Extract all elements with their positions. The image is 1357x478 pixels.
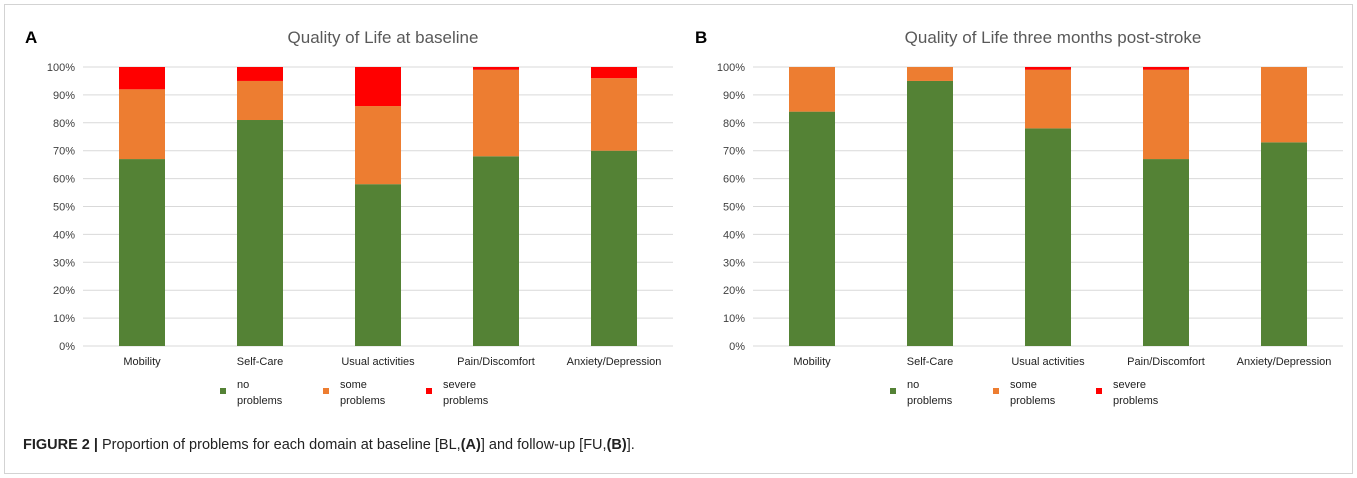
y-tick-label: 30% xyxy=(53,257,75,269)
bar-segment-no-problems xyxy=(591,150,637,346)
chart-svg: A Quality of Life at baseline 0% 10% 20% 30% 4… xyxy=(25,28,673,407)
x-tick-label: Mobility xyxy=(123,356,161,368)
caption-label: FIGURE 2 | xyxy=(23,437,98,453)
y-tick-label: 40% xyxy=(53,229,75,241)
bar-segment-severe-problems xyxy=(591,67,637,79)
legend-label: no xyxy=(907,379,919,391)
y-tick-label: 70% xyxy=(723,146,745,158)
bar-segment-no-problems xyxy=(1261,142,1307,346)
bar-segment-severe-problems xyxy=(355,67,401,107)
panel-a-chart: A Quality of Life at baseline 0% 10% 20% 30% 4… xyxy=(23,15,683,415)
y-tick-label: 50% xyxy=(723,202,745,214)
bar-segment-no-problems xyxy=(907,80,953,346)
bar-segment-no-problems xyxy=(789,111,835,346)
legend-label: severe xyxy=(443,379,476,391)
bar-segment-severe-problems xyxy=(119,67,165,90)
bar-segment-some-problems xyxy=(355,106,401,185)
y-tick-label: 20% xyxy=(53,285,75,297)
bar-segment-some-problems xyxy=(907,67,953,81)
caption-text-1: Proportion of problems for each domain a… xyxy=(97,437,461,453)
bar-segment-some-problems xyxy=(591,78,637,151)
bar-segment-some-problems xyxy=(237,80,283,121)
y-tick-label: 0% xyxy=(59,341,75,353)
bar-segment-some-problems xyxy=(1261,67,1307,143)
y-tick-label: 20% xyxy=(723,285,745,297)
y-tick-label: 90% xyxy=(723,90,745,102)
x-tick-label: Self-Care xyxy=(237,356,283,368)
y-tick-label: 100% xyxy=(717,62,745,74)
bar-segment-some-problems xyxy=(1025,69,1071,129)
x-tick-label: Anxiety/Depression xyxy=(1237,356,1332,368)
figure-frame: A Quality of Life at baseline 0% 10% 20% 30% 4… xyxy=(4,4,1353,474)
y-tick-label: 40% xyxy=(723,229,745,241)
x-tick-label: Pain/Discomfort xyxy=(457,356,535,368)
legend-label: problems xyxy=(443,395,489,407)
legend-label: problems xyxy=(340,395,386,407)
bar-segment-severe-problems xyxy=(1143,67,1189,70)
legend-label: some xyxy=(1010,379,1037,391)
y-tick-label: 100% xyxy=(47,62,75,74)
bar-segment-some-problems xyxy=(473,69,519,157)
chart-title: Quality of Life three months post-stroke xyxy=(905,28,1202,47)
y-tick-label: 80% xyxy=(53,118,75,130)
y-tick-label: 90% xyxy=(53,90,75,102)
bar-segment-no-problems xyxy=(1025,128,1071,346)
legend-swatch xyxy=(220,388,226,394)
y-tick-label: 60% xyxy=(723,174,745,186)
y-tick-label: 10% xyxy=(723,313,745,325)
bar-segment-no-problems xyxy=(355,184,401,346)
x-tick-label: Pain/Discomfort xyxy=(1127,356,1205,368)
legend-swatch xyxy=(323,388,329,394)
y-tick-label: 50% xyxy=(53,202,75,214)
bar-segment-some-problems xyxy=(119,89,165,160)
caption-panel-a-ref: (A) xyxy=(460,437,481,453)
legend-label: problems xyxy=(1113,395,1159,407)
caption-text-3: ]. xyxy=(626,437,635,453)
bar-segment-severe-problems xyxy=(237,67,283,81)
legend-label: severe xyxy=(1113,379,1146,391)
y-tick-label: 80% xyxy=(723,118,745,130)
y-tick-label: 70% xyxy=(53,146,75,158)
chart-svg: B Quality of Life three months post-strok… xyxy=(695,28,1343,407)
legend-label: problems xyxy=(1010,395,1056,407)
x-tick-label: Usual activities xyxy=(1011,356,1085,368)
x-tick-label: Mobility xyxy=(793,356,831,368)
legend-label: some xyxy=(340,379,367,391)
chart-title: Quality of Life at baseline xyxy=(288,28,479,47)
legend-swatch xyxy=(890,388,896,394)
y-tick-label: 10% xyxy=(53,313,75,325)
bar-segment-no-problems xyxy=(237,120,283,346)
legend-label: problems xyxy=(237,395,283,407)
x-tick-label: Usual activities xyxy=(341,356,415,368)
legend-label: no xyxy=(237,379,249,391)
panel-b-chart: B Quality of Life three months post-strok… xyxy=(693,15,1353,415)
legend-swatch xyxy=(426,388,432,394)
legend-swatch xyxy=(1096,388,1102,394)
panel-letter: A xyxy=(25,28,37,47)
y-tick-label: 60% xyxy=(53,174,75,186)
bar-segment-some-problems xyxy=(789,67,835,112)
caption-text-2: ] and follow-up [FU, xyxy=(480,437,607,453)
figure-caption: FIGURE 2 | Proportion of problems for ea… xyxy=(23,437,1343,453)
x-tick-label: Self-Care xyxy=(907,356,953,368)
panel-letter: B xyxy=(695,28,707,47)
x-tick-label: Anxiety/Depression xyxy=(567,356,662,368)
legend-label: problems xyxy=(907,395,953,407)
legend-swatch xyxy=(993,388,999,394)
bar-segment-some-problems xyxy=(1143,69,1189,160)
y-tick-label: 30% xyxy=(723,257,745,269)
bar-segment-no-problems xyxy=(1143,159,1189,346)
bar-segment-no-problems xyxy=(473,156,519,346)
caption-panel-b-ref: (B) xyxy=(606,437,627,453)
bar-segment-no-problems xyxy=(119,159,165,346)
bar-segment-severe-problems xyxy=(473,67,519,70)
y-tick-label: 0% xyxy=(729,341,745,353)
bar-segment-severe-problems xyxy=(1025,67,1071,70)
